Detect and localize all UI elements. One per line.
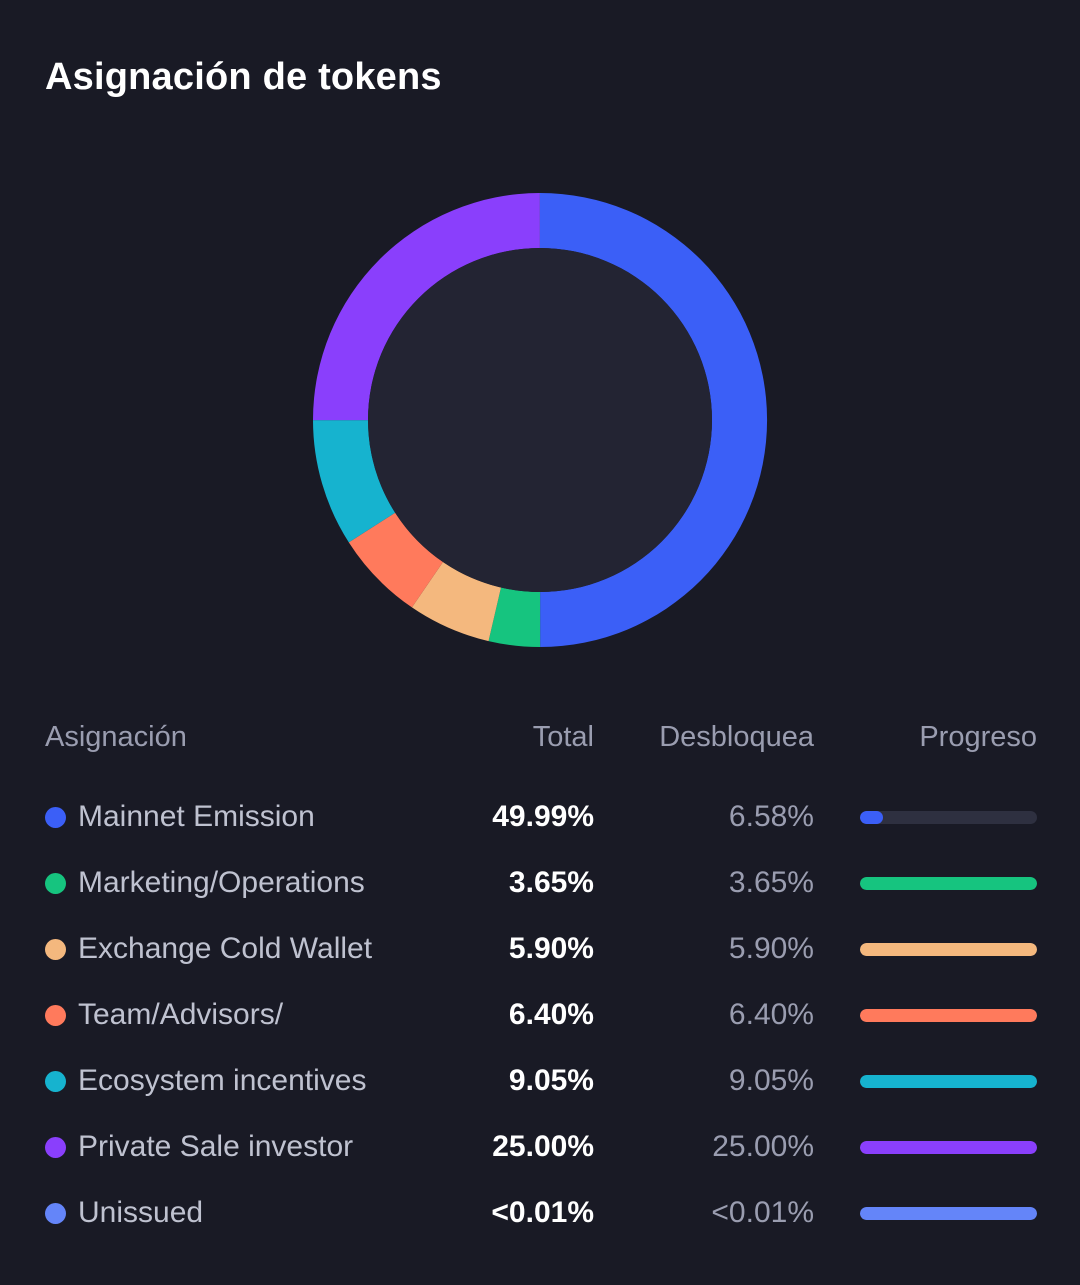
table-row: Exchange Cold Wallet 5.90% 5.90%: [45, 924, 1037, 990]
donut-slice-ecosystem-incentives[interactable]: [313, 420, 396, 543]
row-name: Private Sale investor: [78, 1130, 354, 1163]
row-unlock: 6.40%: [728, 998, 814, 1031]
donut-slice-private-sale-investor[interactable]: [313, 193, 540, 421]
row-name: Unissued: [78, 1196, 204, 1229]
row-unlock: 9.05%: [728, 1064, 814, 1097]
row-unlock: <0.01%: [711, 1196, 814, 1229]
progress-fill: [860, 1207, 1037, 1220]
legend-dot: [45, 1203, 66, 1224]
allocation-table: Asignación Total Desbloquea Progreso Mai…: [45, 712, 1037, 1254]
donut-slice-team-advisors[interactable]: [348, 512, 443, 608]
table-row: Ecosystem incentives 9.05% 9.05%: [45, 1056, 1037, 1122]
row-unlock: 3.65%: [728, 866, 814, 899]
row-total: 5.90%: [508, 932, 594, 965]
table-row: Private Sale investor 25.00% 25.00%: [45, 1122, 1037, 1188]
progress-bar: [860, 1207, 1037, 1220]
row-total: 6.40%: [508, 998, 594, 1031]
progress-fill: [860, 1141, 1037, 1154]
row-total: 25.00%: [492, 1130, 594, 1163]
header-unlocks: Desbloquea: [659, 721, 814, 753]
row-name: Ecosystem incentives: [78, 1064, 367, 1097]
progress-bar: [860, 877, 1037, 890]
row-name: Mainnet Emission: [78, 800, 315, 833]
table-header: Asignación Total Desbloquea Progreso: [45, 712, 1037, 776]
table-row: Team/Advisors/6.40% 6.40%: [45, 990, 1037, 1056]
donut-hole: [368, 248, 712, 592]
donut-slice-exchange-cold-wallet[interactable]: [411, 562, 502, 642]
header-allocation: Asignación: [45, 721, 187, 753]
progress-fill: [860, 1075, 1037, 1088]
table-row: Unissued <0.01% <0.01%: [45, 1188, 1037, 1254]
row-total: 9.05%: [508, 1064, 594, 1097]
table-row: Marketing/Operations 3.65% 3.65%: [45, 858, 1037, 924]
row-name: Marketing/Operations: [78, 866, 365, 899]
legend-dot: [45, 873, 66, 894]
legend-dot: [45, 1005, 66, 1026]
progress-bar: [860, 943, 1037, 956]
table-body: Mainnet Emission 49.99% 6.58% Marketing/Ope…: [45, 792, 1037, 1254]
progress-bar: [860, 1141, 1037, 1154]
row-name: Team/Advisors/: [78, 998, 284, 1031]
row-unlock: 25.00%: [712, 1130, 814, 1163]
legend-dot: [45, 1137, 66, 1158]
progress-fill: [860, 811, 884, 824]
donut-slice-marketing-operations[interactable]: [488, 587, 541, 647]
donut-chart: [0, 170, 1080, 670]
progress-fill: [860, 877, 1037, 890]
row-total: 3.65%: [508, 866, 594, 899]
page-title: Asignación de tokens: [45, 56, 442, 98]
row-unlock: 5.90%: [728, 932, 814, 965]
progress-bar: [860, 1075, 1037, 1088]
row-unlock: 6.58%: [728, 800, 814, 833]
donut-svg: [313, 192, 768, 647]
table-row: Mainnet Emission 49.99% 6.58%: [45, 792, 1037, 858]
row-total: <0.01%: [491, 1196, 594, 1229]
row-name: Exchange Cold Wallet: [78, 932, 373, 965]
legend-dot: [45, 1071, 66, 1092]
progress-bar: [860, 1009, 1037, 1022]
header-total: Total: [532, 721, 594, 753]
progress-fill: [860, 943, 1037, 956]
legend-dot: [45, 807, 66, 828]
progress-fill: [860, 1009, 1037, 1022]
donut-slice-mainnet-emission[interactable]: [540, 192, 768, 647]
progress-bar: [860, 811, 1037, 824]
header-progress: Progreso: [919, 721, 1037, 753]
row-total: 49.99%: [492, 800, 594, 833]
legend-dot: [45, 939, 66, 960]
